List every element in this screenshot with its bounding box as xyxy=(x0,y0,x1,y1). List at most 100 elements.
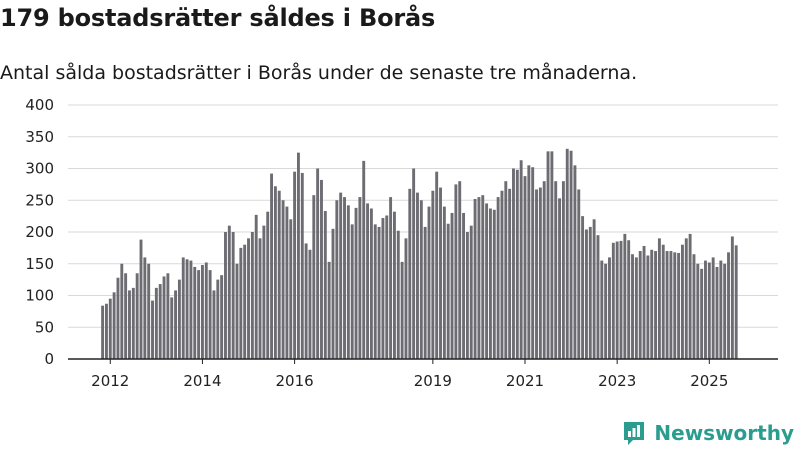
bar xyxy=(450,212,454,359)
bar xyxy=(258,238,262,359)
bar xyxy=(212,290,216,359)
newsworthy-logo-icon xyxy=(624,422,645,445)
bar xyxy=(546,151,550,359)
bar xyxy=(657,238,661,359)
bar xyxy=(373,224,377,359)
x-tick-label: 2012 xyxy=(91,372,129,390)
bar xyxy=(654,251,658,359)
bar xyxy=(427,206,431,359)
bar xyxy=(581,216,585,360)
bar xyxy=(377,226,381,359)
bar xyxy=(700,268,704,359)
bar xyxy=(684,238,688,359)
x-tick-label: 2025 xyxy=(690,372,728,390)
bar xyxy=(542,181,546,359)
bar xyxy=(116,277,120,359)
bar xyxy=(166,273,170,359)
bar xyxy=(646,255,650,359)
bar xyxy=(254,214,258,359)
bar xyxy=(565,148,569,359)
bar xyxy=(331,228,335,359)
bar xyxy=(412,168,416,359)
bar xyxy=(270,173,274,359)
chart-subtitle: Antal sålda bostadsrätter i Borås under … xyxy=(0,62,638,84)
bar xyxy=(669,251,673,359)
bar xyxy=(154,287,158,359)
bar xyxy=(104,303,108,359)
bar xyxy=(147,263,151,359)
bar xyxy=(227,225,231,359)
bar xyxy=(177,279,181,360)
bar xyxy=(185,259,189,359)
bar xyxy=(327,261,331,359)
bar xyxy=(369,208,373,359)
bar xyxy=(135,273,139,359)
y-tick-label: 0 xyxy=(44,350,54,368)
bar xyxy=(473,198,477,359)
bar xyxy=(569,150,573,359)
bar xyxy=(419,200,423,359)
bar xyxy=(400,261,404,359)
bar xyxy=(193,266,197,359)
bar xyxy=(296,152,300,360)
bar xyxy=(320,179,323,359)
bar xyxy=(638,251,642,359)
bar xyxy=(235,263,239,359)
bar xyxy=(266,211,270,359)
bar xyxy=(262,225,266,359)
bar xyxy=(158,284,162,359)
bar xyxy=(623,233,627,359)
bar xyxy=(454,184,458,360)
bar xyxy=(715,266,719,359)
bar xyxy=(120,263,124,359)
bar xyxy=(162,276,166,359)
bar xyxy=(354,207,358,359)
bar xyxy=(216,279,220,360)
bar xyxy=(224,232,227,359)
bar xyxy=(523,176,527,359)
bar xyxy=(124,273,128,359)
y-tick-label: 200 xyxy=(25,223,54,241)
bar xyxy=(381,218,385,359)
bar xyxy=(197,270,201,359)
bar xyxy=(389,197,393,359)
bar xyxy=(346,205,350,359)
bar xyxy=(515,169,519,359)
x-tick-label: 2014 xyxy=(183,372,221,390)
bar xyxy=(692,254,696,359)
bar xyxy=(642,245,646,359)
bar xyxy=(527,165,531,359)
bar xyxy=(200,265,204,359)
bar xyxy=(719,260,723,359)
bar xyxy=(604,263,608,359)
y-tick-label: 350 xyxy=(25,128,54,146)
y-tick-label: 400 xyxy=(25,96,54,114)
bar xyxy=(680,244,684,359)
bar xyxy=(243,244,247,359)
x-tick-label: 2021 xyxy=(506,372,544,390)
bar xyxy=(170,297,174,359)
bar xyxy=(339,192,343,359)
bar xyxy=(312,195,316,359)
bar xyxy=(439,187,442,359)
y-tick-label: 300 xyxy=(25,160,54,178)
bar xyxy=(504,181,508,359)
bar xyxy=(416,192,419,359)
bar xyxy=(592,219,596,359)
bar xyxy=(711,257,715,359)
bar xyxy=(462,212,466,359)
bar xyxy=(634,257,638,359)
bar xyxy=(677,252,681,359)
bar xyxy=(300,172,304,359)
bar xyxy=(385,215,389,359)
bar xyxy=(631,254,634,359)
bar xyxy=(730,236,734,359)
bar xyxy=(358,197,362,359)
brand-logo: Newsworthy xyxy=(622,420,794,446)
bar xyxy=(273,186,277,359)
y-tick-label: 150 xyxy=(25,255,54,273)
bar xyxy=(247,238,250,359)
bar xyxy=(531,167,535,359)
bar xyxy=(239,247,243,360)
bar xyxy=(550,151,554,359)
